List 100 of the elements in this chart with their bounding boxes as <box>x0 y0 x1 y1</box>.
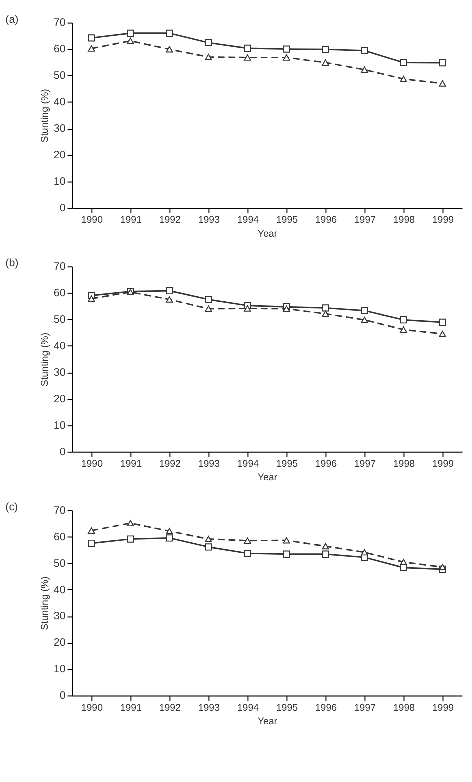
point <box>322 46 330 54</box>
x-tick-label: 1991 <box>120 459 142 470</box>
point <box>166 296 174 303</box>
x-tick-label: 1997 <box>354 702 376 714</box>
y-tick-label: 50 <box>54 558 66 570</box>
x-tick-label: 1998 <box>393 702 416 714</box>
point <box>400 559 408 566</box>
x-tick-label: 1990 <box>81 215 104 226</box>
x-tick-label: 1993 <box>198 215 220 226</box>
point <box>127 520 134 527</box>
x-tick-label: 1995 <box>276 702 299 714</box>
point <box>283 537 290 544</box>
chart-title: (a) <box>6 14 19 26</box>
y-tick-label: 20 <box>54 637 66 650</box>
point <box>166 30 174 37</box>
point <box>361 47 368 54</box>
x-tick-label: 1996 <box>315 702 338 714</box>
point <box>400 316 408 324</box>
x-tick-label: 1997 <box>354 459 376 470</box>
y-tick-label: 0 <box>60 446 66 458</box>
y-tick-label: 30 <box>54 366 66 379</box>
x-tick-label: 1990 <box>81 459 104 470</box>
x-axis-title: Year <box>258 716 278 728</box>
point <box>322 543 330 550</box>
y-axis-title: Stunting (%) <box>40 332 52 387</box>
point <box>322 304 330 312</box>
y-tick-label: 20 <box>54 150 66 162</box>
point <box>400 326 408 334</box>
x-tick-label: 1999 <box>432 459 454 470</box>
x-tick-label: 1994 <box>237 702 260 714</box>
y-tick-label: 30 <box>54 610 66 623</box>
x-axis-title: Year <box>258 472 278 484</box>
point <box>205 536 212 542</box>
x-axis-title: Year <box>258 228 278 240</box>
x-tick-label: 1995 <box>276 215 299 226</box>
point <box>361 549 368 556</box>
y-tick-label: 40 <box>54 340 66 352</box>
point <box>400 59 408 66</box>
point <box>322 60 330 66</box>
point <box>205 39 212 47</box>
x-tick-label: 1999 <box>432 215 454 226</box>
point <box>283 54 290 61</box>
point <box>205 296 212 304</box>
point <box>361 316 368 324</box>
point <box>439 330 446 338</box>
point <box>439 59 446 67</box>
point <box>244 538 252 544</box>
point <box>400 564 408 572</box>
point <box>361 307 368 314</box>
point <box>439 80 446 87</box>
point <box>322 310 330 318</box>
point <box>205 54 212 60</box>
point <box>244 306 252 312</box>
y-tick-label: 0 <box>60 690 66 702</box>
x-tick-label: 1995 <box>276 459 299 470</box>
x-tick-label: 1990 <box>81 702 104 714</box>
y-tick-label: 70 <box>54 261 66 274</box>
y-tick-label: 20 <box>54 393 66 406</box>
y-tick-label: 60 <box>54 531 66 544</box>
y-tick-label: 60 <box>54 44 66 56</box>
point <box>400 76 408 82</box>
y-tick-label: 70 <box>54 17 66 30</box>
y-tick-label: 70 <box>54 504 66 517</box>
point <box>88 46 96 52</box>
x-tick-label: 1991 <box>120 215 142 226</box>
point <box>166 287 174 295</box>
x-tick-label: 1993 <box>198 702 220 714</box>
point <box>127 30 134 37</box>
point <box>88 34 96 42</box>
y-tick-label: 50 <box>54 70 66 82</box>
y-tick-label: 60 <box>54 288 66 300</box>
x-tick-label: 1991 <box>120 702 142 714</box>
y-tick-label: 30 <box>54 123 66 136</box>
point <box>361 66 368 74</box>
x-tick-label: 1997 <box>354 215 376 226</box>
x-tick-label: 1994 <box>237 459 260 470</box>
point <box>322 550 330 558</box>
point <box>283 46 290 53</box>
x-tick-label: 1992 <box>159 702 182 714</box>
x-tick-label: 1992 <box>159 215 182 226</box>
x-tick-label: 1992 <box>159 459 182 470</box>
point <box>88 296 96 302</box>
y-tick-label: 50 <box>54 314 66 326</box>
point <box>205 306 212 312</box>
x-tick-label: 1998 <box>393 215 416 226</box>
chart-title: (b) <box>6 258 19 270</box>
x-tick-label: 1998 <box>393 459 416 470</box>
y-tick-label: 10 <box>54 420 66 432</box>
point <box>166 534 174 542</box>
point <box>88 528 96 534</box>
y-tick-label: 0 <box>60 202 66 215</box>
y-tick-label: 10 <box>54 664 66 676</box>
x-tick-label: 1996 <box>315 459 338 470</box>
x-tick-label: 1994 <box>237 215 260 226</box>
point <box>127 536 134 543</box>
point <box>244 54 252 61</box>
point <box>88 540 96 548</box>
y-axis-title: Stunting (%) <box>40 89 52 143</box>
y-tick-label: 40 <box>54 96 66 109</box>
point <box>127 38 134 44</box>
